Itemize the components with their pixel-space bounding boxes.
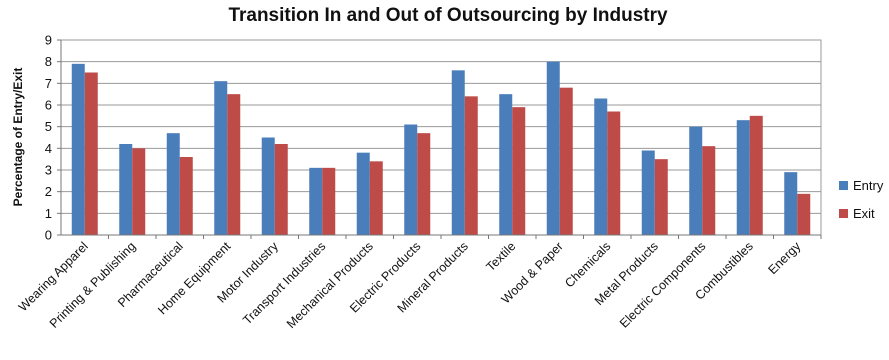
bar-entry	[594, 98, 608, 235]
y-tick-label: 2	[45, 184, 52, 199]
y-tick-label: 7	[45, 76, 52, 91]
y-tick-label: 3	[45, 163, 52, 178]
bar-exit	[322, 167, 336, 235]
bar-exit	[607, 111, 621, 235]
x-tick-label: Mechanical Products	[284, 239, 376, 331]
legend-swatch-exit	[839, 209, 848, 218]
bar-exit	[749, 115, 763, 235]
bar-exit	[369, 161, 383, 235]
bar-entry	[309, 167, 323, 235]
legend-label-exit: Exit	[853, 206, 875, 221]
bar-entry	[784, 172, 798, 235]
bar-entry	[119, 144, 133, 235]
chart-title: Transition In and Out of Outsourcing by …	[228, 5, 668, 26]
bar-entry	[546, 61, 560, 235]
y-axis-label: Percentage of Entry/Exit	[11, 68, 25, 207]
bar-entry	[404, 124, 418, 235]
bar-entry	[641, 150, 655, 235]
bar-entry	[71, 63, 85, 236]
bar-entry	[166, 133, 180, 235]
bar-entry	[736, 120, 750, 235]
x-tick-label: Printing & Publishing	[47, 239, 138, 330]
bar-entry	[261, 137, 275, 235]
bar-exit	[132, 148, 146, 235]
legend-swatch-entry	[839, 181, 848, 190]
y-tick-label: 0	[45, 228, 52, 243]
y-tick-label: 6	[45, 98, 52, 113]
bar-entry	[451, 70, 465, 235]
x-tick-label: Textile	[483, 239, 518, 274]
x-tick-label: Chemicals	[562, 239, 613, 290]
bar-exit	[274, 144, 288, 235]
y-tick-label: 1	[45, 206, 52, 221]
bar-exit	[797, 193, 811, 235]
bar-exit	[464, 96, 478, 235]
bar-exit	[654, 159, 668, 235]
bar-entry	[689, 126, 703, 235]
y-tick-label: 4	[45, 141, 52, 156]
x-tick-label: Electric Components	[617, 239, 708, 330]
bar-exit	[702, 146, 716, 235]
y-tick-label: 9	[45, 33, 52, 48]
legend-label-entry: Entry	[853, 178, 884, 193]
bar-exit	[559, 87, 573, 236]
bar-exit	[84, 72, 98, 235]
bar-exit	[512, 107, 526, 235]
y-tick-label: 5	[45, 119, 52, 134]
bar-entry	[356, 152, 370, 235]
bar-entry	[499, 94, 513, 236]
bar-exit	[227, 94, 241, 236]
y-tick-label: 8	[45, 54, 52, 69]
x-tick-label: Transport Industries	[240, 239, 328, 327]
bar-entry	[214, 81, 228, 236]
x-tick-label: Energy	[765, 239, 803, 277]
bar-exit	[179, 157, 193, 235]
bar-exit	[417, 133, 431, 235]
